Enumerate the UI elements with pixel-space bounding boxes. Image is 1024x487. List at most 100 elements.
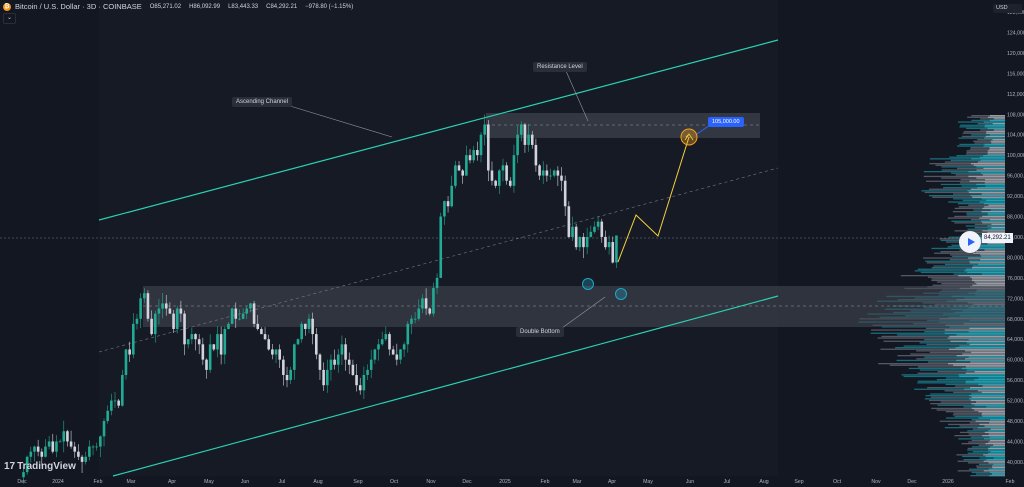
- projection-path[interactable]: [617, 136, 690, 263]
- profile-bar: [929, 351, 1005, 354]
- candle-body: [479, 134, 483, 156]
- price-tick: 80,000.00: [1007, 255, 1024, 261]
- profile-bar: [935, 164, 1005, 166]
- candle: [146, 290, 150, 322]
- profile-bar: [967, 452, 1005, 454]
- profile-bar-value-area: [991, 142, 1005, 144]
- profile-bar-value-area: [987, 151, 1005, 154]
- candle: [556, 166, 560, 186]
- candle-body: [62, 431, 66, 442]
- profile-bar-value-area: [993, 118, 1005, 120]
- candle-body: [549, 175, 552, 177]
- chevron-down-icon[interactable]: ⌄: [3, 13, 16, 24]
- profile-bar-value-area: [974, 409, 1005, 411]
- candle-body: [186, 339, 190, 345]
- symbol-title[interactable]: Bitcoin / U.S. Dollar · 3D · COINBASE: [15, 2, 142, 11]
- profile-bar-value-area: [988, 228, 1005, 230]
- play-button[interactable]: [959, 231, 981, 253]
- candle: [99, 435, 102, 457]
- profile-bar-value-area: [988, 441, 1005, 443]
- candle: [260, 327, 263, 335]
- profile-bar-value-area: [985, 443, 1005, 445]
- candle-body: [238, 318, 241, 320]
- profile-bar: [917, 382, 1005, 384]
- profile-bar: [914, 270, 1005, 272]
- candle-body: [366, 369, 369, 375]
- candle: [358, 377, 362, 395]
- candle-body: [530, 134, 534, 145]
- price-tick: 48,000.00: [1007, 419, 1024, 425]
- profile-bar-value-area: [976, 169, 1005, 171]
- profile-bar: [930, 403, 1005, 405]
- price-tick: 128,000.00: [1007, 10, 1024, 16]
- price-tick: 68,000.00: [1007, 317, 1024, 323]
- candle-body: [157, 308, 161, 314]
- bottom-circle-1[interactable]: [582, 278, 594, 290]
- support-zone[interactable]: [143, 286, 1005, 327]
- candle-body: [190, 334, 194, 340]
- profile-bar: [945, 377, 1005, 379]
- profile-bar: [931, 407, 1005, 410]
- candle: [432, 282, 435, 317]
- profile-bar: [959, 249, 1005, 251]
- profile-bar: [973, 140, 1005, 142]
- candle-body: [315, 334, 318, 355]
- candle: [552, 169, 556, 178]
- profile-bar-value-area: [968, 171, 1005, 173]
- profile-bar-value-area: [990, 451, 1005, 453]
- candle: [245, 305, 249, 320]
- profile-bar: [952, 414, 1005, 416]
- resistance-level-note[interactable]: Resistance Level: [533, 62, 587, 72]
- candle: [399, 349, 402, 365]
- double-bottom-note[interactable]: Double Bottom: [516, 327, 564, 337]
- candle-body: [428, 308, 432, 314]
- candle: [95, 442, 98, 451]
- profile-bar: [923, 171, 1005, 173]
- candle-body: [604, 236, 607, 248]
- channel-lower-line[interactable]: [112, 295, 779, 477]
- tradingview-logo[interactable]: 17 TradingView: [4, 461, 76, 472]
- candle-body: [322, 369, 325, 386]
- profile-bar-value-area: [983, 454, 1005, 456]
- candle-body: [55, 441, 58, 452]
- profile-bar: [977, 123, 1005, 125]
- price-tick: 76,000.00: [1007, 276, 1024, 282]
- profile-bar-value-area: [986, 406, 1005, 408]
- candle: [121, 369, 124, 407]
- candle: [186, 339, 190, 349]
- candle: [585, 227, 589, 255]
- profile-bar: [944, 427, 1005, 429]
- candle: [157, 298, 161, 325]
- candle-body: [395, 354, 399, 360]
- profile-bar: [966, 151, 1005, 154]
- candle: [201, 337, 205, 365]
- candle-body: [267, 339, 271, 350]
- profile-bar: [971, 119, 1005, 122]
- currency-button[interactable]: USD: [993, 4, 1022, 13]
- profile-bar: [957, 121, 1005, 123]
- target-price-label[interactable]: 105,000.00: [708, 117, 744, 127]
- candle: [468, 149, 472, 164]
- profile-bar-value-area: [965, 350, 1005, 352]
- candle: [315, 328, 318, 360]
- ascending-channel-note[interactable]: Ascending Channel: [232, 97, 293, 107]
- profile-bar-value-area: [987, 212, 1005, 214]
- profile-bar-value-area: [968, 191, 1005, 194]
- profile-bar-value-area: [992, 467, 1005, 469]
- channel-upper-line[interactable]: [98, 39, 779, 221]
- profile-bar-value-area: [984, 438, 1005, 440]
- price-axis[interactable]: [1005, 0, 1024, 476]
- candle-body: [227, 323, 230, 329]
- candle: [47, 435, 51, 450]
- profile-bar-value-area: [985, 179, 1005, 181]
- profile-bar-value-area: [987, 449, 1005, 451]
- time-tick: Nov: [426, 479, 436, 485]
- profile-bar-value-area: [978, 411, 1005, 413]
- target-circle[interactable]: [680, 128, 698, 146]
- bottom-circle-2[interactable]: [615, 288, 627, 300]
- profile-bar-value-area: [950, 340, 1005, 342]
- candle: [311, 312, 314, 345]
- candle-body: [472, 150, 475, 161]
- profile-bar-value-area: [969, 327, 1005, 330]
